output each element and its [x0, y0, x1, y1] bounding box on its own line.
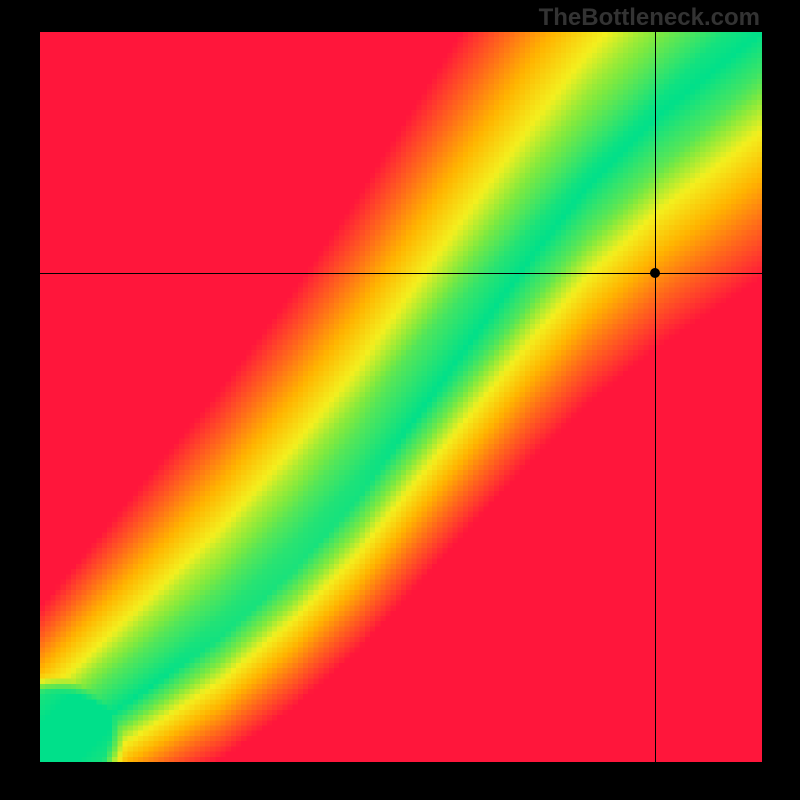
crosshair-vertical: [655, 32, 656, 762]
crosshair-marker: [650, 268, 660, 278]
heatmap-plot: [40, 32, 762, 762]
watermark-label: TheBottleneck.com: [539, 4, 760, 32]
heatmap-canvas: [40, 32, 762, 762]
